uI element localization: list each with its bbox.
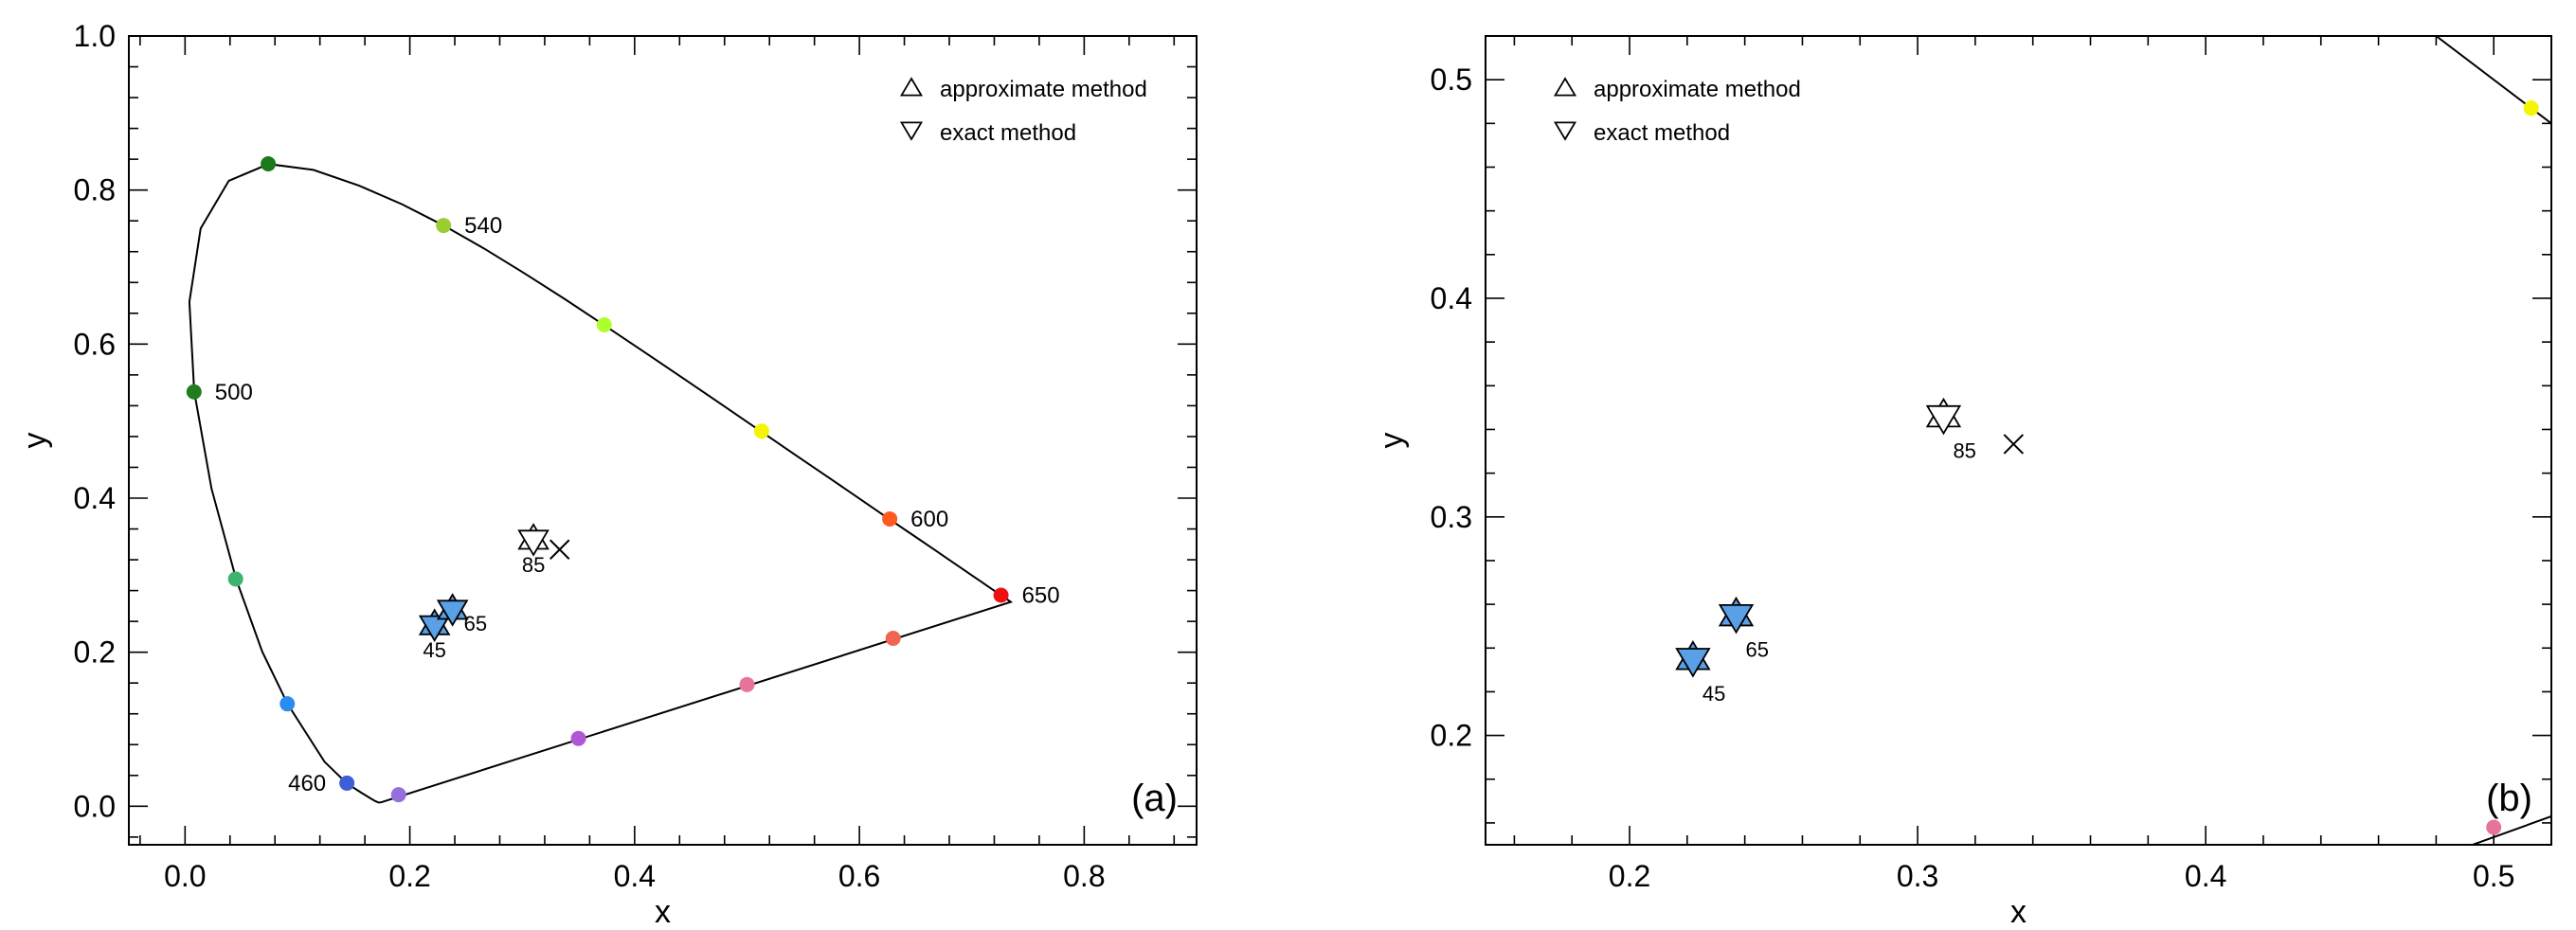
legend-triangle-up-icon	[899, 77, 924, 97]
y-tick-label: 0.6	[74, 327, 116, 361]
locus-wavelength-dot	[436, 218, 452, 234]
x-tick-label: 0.5	[2473, 859, 2514, 893]
locus-wavelength-dot	[739, 676, 755, 692]
wavelength-label: 500	[215, 380, 253, 405]
wavelength-label: 600	[910, 507, 948, 532]
panel-label: (b)	[2486, 778, 2532, 819]
white-point-marker	[2003, 434, 2025, 455]
axis-ticks	[129, 35, 1197, 845]
y-axis-label: y	[17, 433, 53, 449]
x-tick-label: 0.3	[1897, 859, 1938, 893]
plot-area	[186, 156, 1014, 804]
x-tick-label: 0.4	[2185, 859, 2226, 893]
plot-frame	[128, 35, 1198, 846]
locus-wavelength-dot	[390, 787, 406, 803]
y-tick-label: 0.2	[74, 635, 116, 670]
y-tick-label: 1.0	[74, 19, 116, 53]
panel-b: 0.2 0.3 0.4 0.5 0.2 0.3 0.4 0.5 x y 45 65 85 approxim…	[1374, 35, 2552, 930]
x-axis-label: x	[655, 894, 671, 930]
y-tick-label: 0.0	[74, 789, 116, 823]
plot-frame	[1485, 35, 2552, 846]
legend-label: exact method	[1594, 120, 1730, 146]
locus-wavelength-dot	[993, 587, 1009, 603]
y-tick-label: 0.2	[1431, 719, 1472, 753]
wavelength-label: 540	[464, 213, 502, 239]
legend-label: approximate method	[940, 77, 1147, 102]
legend-triangle-up-icon	[1553, 77, 1577, 97]
locus-wavelength-dot	[279, 696, 296, 712]
spectral-locus	[188, 163, 1014, 804]
legend-triangle-down-icon	[1553, 121, 1577, 141]
spectral-locus-segment	[2469, 815, 2551, 845]
locus-wavelength-dot	[885, 631, 901, 647]
locus-wavelength-dot	[2523, 100, 2539, 116]
panel-label: (a)	[1131, 778, 1178, 819]
sample-angle-label: 45	[1702, 682, 1725, 706]
locus-wavelength-dot	[339, 775, 355, 791]
wavelength-label: 650	[1022, 582, 1060, 608]
locus-wavelength-dot	[882, 510, 898, 527]
locus-wavelength-dot	[2486, 819, 2502, 835]
locus-wavelength-dot	[753, 423, 769, 439]
locus-wavelength-dot	[261, 156, 277, 172]
exact-method-marker	[1675, 648, 1711, 678]
x-axis-label: x	[2010, 894, 2027, 930]
legend-label: approximate method	[1594, 77, 1801, 102]
sample-angle-label: 65	[1746, 638, 1769, 662]
x-tick-label: 0.2	[1609, 859, 1650, 893]
plot-area	[2435, 36, 2551, 845]
y-tick-label: 0.5	[1431, 63, 1472, 97]
x-tick-label: 0.4	[614, 859, 656, 893]
white-point-marker	[549, 539, 570, 560]
locus-wavelength-dot	[186, 384, 202, 400]
x-tick-label: 0.8	[1063, 859, 1105, 893]
exact-method-marker	[436, 599, 469, 627]
sample-angle-label: 45	[423, 638, 445, 662]
y-tick-label: 0.8	[74, 173, 116, 207]
legend-triangle-down-icon	[899, 121, 924, 141]
exact-method-marker	[517, 529, 549, 557]
sample-angle-label: 85	[522, 553, 545, 577]
y-axis-label: y	[1374, 433, 1410, 449]
locus-wavelength-dot	[570, 730, 586, 746]
panel-a: 0.0 0.2 0.4 0.6 0.8 0.0 0.2 0.4 0.6 0.8 1.0 x y 460 50…	[17, 19, 1198, 930]
sample-angle-label: 85	[1953, 439, 1975, 463]
legend-label: exact method	[940, 120, 1076, 146]
axis-ticks	[1486, 35, 2552, 845]
x-tick-label: 0.0	[164, 859, 206, 893]
exact-method-marker	[1925, 404, 1962, 436]
y-tick-label: 0.4	[74, 481, 116, 515]
x-tick-label: 0.6	[838, 859, 880, 893]
exact-method-marker	[1718, 603, 1755, 635]
sample-angle-label: 65	[464, 612, 487, 635]
y-tick-label: 0.4	[1431, 281, 1472, 315]
exact-method-marker	[418, 615, 451, 642]
x-tick-label: 0.2	[388, 859, 430, 893]
locus-wavelength-dot	[596, 317, 612, 332]
locus-wavelength-dot	[227, 571, 243, 587]
y-tick-label: 0.3	[1431, 500, 1472, 534]
wavelength-label: 460	[288, 771, 326, 796]
